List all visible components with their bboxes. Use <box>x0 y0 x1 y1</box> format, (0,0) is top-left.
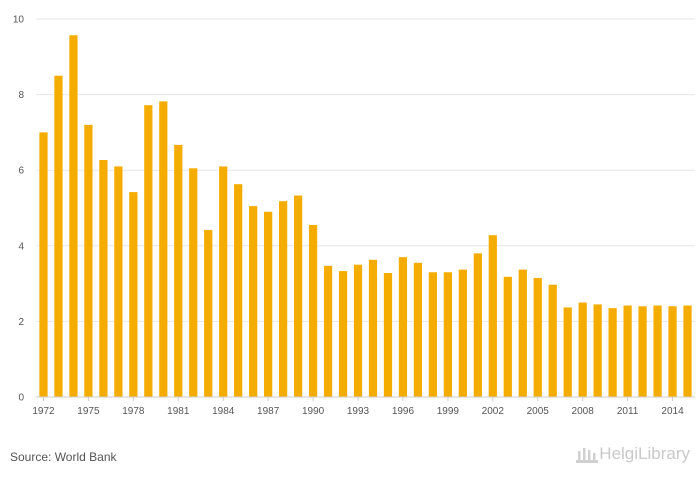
x-tick-label: 2014 <box>661 406 684 417</box>
bar-chart: 0 2 4 6 8 10 1972 1975 1978 1981 1984 1987 1990 1993… <box>13 15 695 417</box>
bar-1986 <box>249 206 258 397</box>
x-tick-label: 2005 <box>527 406 550 417</box>
bar-1982 <box>189 168 198 397</box>
bar-1973 <box>54 75 63 397</box>
helgi-library-logo: HelgiLibrary <box>575 444 690 464</box>
bar-2015 <box>683 305 692 397</box>
x-tick-label: 1996 <box>392 406 415 417</box>
bar-1993 <box>353 264 363 397</box>
bar-1988 <box>279 201 288 397</box>
bar-2007 <box>563 307 572 397</box>
bar-1977 <box>114 166 123 397</box>
x-tick-label: 1981 <box>167 406 190 417</box>
bar-1978 <box>129 192 138 397</box>
x-tick-label: 2008 <box>572 406 595 417</box>
x-tick-label: 1999 <box>437 406 460 417</box>
x-tick-label: 1978 <box>122 406 145 417</box>
y-tick-label: 0 <box>18 393 24 404</box>
bar-1990 <box>308 225 318 397</box>
bar-2011 <box>623 305 632 397</box>
y-tick-label: 4 <box>18 241 24 252</box>
bar-1989 <box>293 195 303 397</box>
source-note: Source: World Bank <box>10 450 117 464</box>
x-tick-label: 2002 <box>482 406 505 417</box>
bar-1983 <box>204 229 213 397</box>
bar-2012 <box>638 306 647 397</box>
bar-1976 <box>99 159 108 397</box>
x-tick-label: 1993 <box>347 406 370 417</box>
bar-1974 <box>69 35 78 398</box>
x-tick-label: 1987 <box>257 406 280 417</box>
bar-2009 <box>593 304 602 397</box>
bar-2013 <box>653 305 662 397</box>
x-tick-label: 1975 <box>77 406 100 417</box>
x-tick-label: 1972 <box>32 406 55 417</box>
y-tick-label: 10 <box>13 15 25 26</box>
bar-2003 <box>503 276 512 397</box>
x-tick-label: 1990 <box>302 406 325 417</box>
y-tick-labels: 0 2 4 6 8 10 <box>13 15 25 404</box>
bar-1985 <box>234 184 243 397</box>
bar-2008 <box>578 302 587 397</box>
bar-2004 <box>518 269 527 397</box>
x-tick-label: 1984 <box>212 406 235 417</box>
bar-1975 <box>84 124 93 397</box>
y-tick-label: 2 <box>18 317 24 328</box>
bar-1991 <box>323 265 333 397</box>
bar-2002 <box>488 235 497 397</box>
bar-2006 <box>548 284 557 397</box>
y-tick-label: 6 <box>18 166 24 177</box>
bar-1994 <box>368 259 378 397</box>
footer: Source: World Bank HelgiLibrary <box>0 433 700 483</box>
logo-text: HelgiLibrary <box>599 444 690 463</box>
bar-2000 <box>458 269 467 397</box>
bars <box>39 35 692 398</box>
bar-1980 <box>159 101 168 398</box>
bar-1972 <box>39 132 48 397</box>
bar-1984 <box>219 166 228 397</box>
bar-1998 <box>428 272 438 397</box>
library-building-icon <box>576 448 599 463</box>
x-tick-label: 2011 <box>617 406 639 417</box>
bar-1981 <box>174 144 183 397</box>
bar-2010 <box>608 308 617 397</box>
bar-2001 <box>473 253 482 397</box>
bar-1992 <box>338 271 348 397</box>
bar-1999 <box>443 272 452 397</box>
bar-1987 <box>264 211 273 397</box>
bar-1979 <box>144 105 153 398</box>
x-tick-labels: 1972 1975 1978 1981 1984 1987 1990 1993 1996 1999… <box>32 397 684 417</box>
bar-2014 <box>668 306 677 397</box>
bar-1995 <box>383 273 393 397</box>
bar-2005 <box>533 277 542 397</box>
bar-1996 <box>398 257 408 397</box>
bar-1997 <box>413 262 423 397</box>
y-tick-label: 8 <box>18 90 24 101</box>
